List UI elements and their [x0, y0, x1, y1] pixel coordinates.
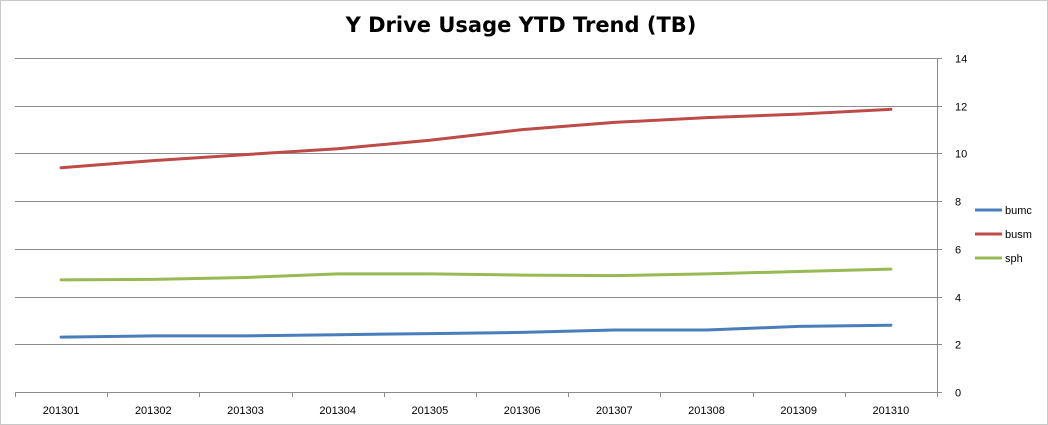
legend-label-busm: busm [1005, 229, 1032, 241]
y-tick-label: 8 [955, 197, 961, 209]
y-tick-label: 12 [955, 102, 967, 114]
y-tick-label: 6 [955, 245, 961, 257]
y-tick-label: 14 [955, 54, 967, 66]
y-tick-label: 4 [955, 293, 961, 305]
x-tick-label: 201303 [227, 405, 264, 417]
x-tick-label: 201310 [873, 405, 910, 417]
x-tick-label: 201308 [688, 405, 725, 417]
y-tick-label: 0 [955, 388, 961, 400]
y-tick-label: 10 [955, 149, 967, 161]
legend-label-bumc: bumc [1005, 205, 1032, 217]
axes: 0 2 4 6 8 10 12 14 201301 201302 201303 201304 20130… [15, 54, 967, 417]
x-tick-label: 201306 [504, 405, 541, 417]
series-line-bumc [59, 323, 893, 339]
x-tick-label: 201301 [43, 405, 80, 417]
x-tick-label: 201304 [319, 405, 356, 417]
chart-title: Y Drive Usage YTD Trend (TB) [345, 13, 697, 37]
series-line-busm [59, 107, 893, 170]
x-tick-label: 201307 [596, 405, 633, 417]
x-tick-label: 201302 [135, 405, 172, 417]
legend-label-sph: sph [1005, 253, 1023, 265]
x-tick-label: 201305 [412, 405, 449, 417]
series-lines [59, 107, 893, 339]
series-line-sph [59, 267, 893, 282]
legend: bumc busm sph [975, 205, 1032, 265]
gridlines [15, 58, 937, 345]
x-tick-label: 201309 [780, 405, 817, 417]
y-tick-label: 2 [955, 340, 961, 352]
